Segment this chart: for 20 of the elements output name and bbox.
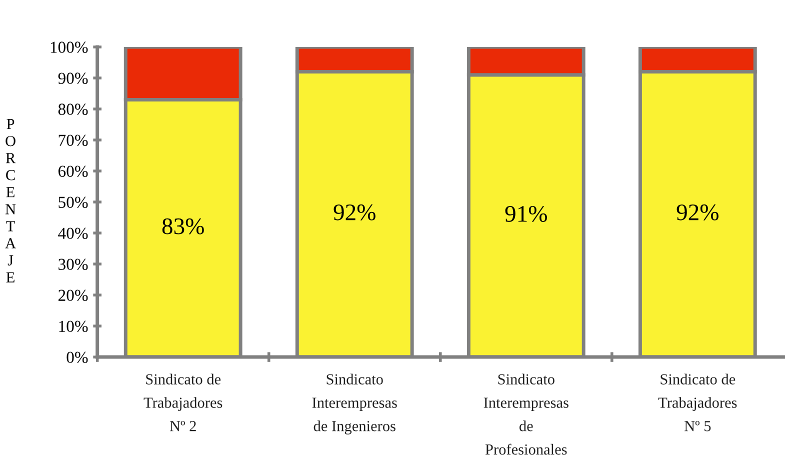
y-tick-label: 0% — [66, 352, 88, 364]
y-tick-label: 40% — [58, 228, 88, 240]
y-tick-label: 50% — [58, 196, 88, 208]
y-tick-label: 70% — [58, 134, 88, 146]
y-tick-label: 80% — [58, 104, 88, 115]
y-tick-label: 90% — [58, 72, 88, 84]
data-label: 92% — [676, 204, 719, 220]
y-tick-label: 30% — [58, 258, 88, 270]
y-tick-label: 10% — [59, 320, 88, 332]
data-label: 91% — [505, 206, 547, 222]
y-tick-label: 60% — [58, 166, 88, 177]
x-tick-label: Sindicato de Trabajadores Nº 5 — [658, 374, 737, 432]
data-label: 92% — [334, 204, 376, 220]
data-label: 83% — [162, 218, 204, 234]
x-tick-label: Sindicato Interempresas de Ingenieros — [312, 374, 397, 434]
y-tick-label: 100% — [50, 42, 88, 53]
x-tick-label: Sindicato de Trabajadores Nº 2 — [144, 374, 222, 432]
y-tick-label: 20% — [58, 290, 88, 302]
x-tick-label: Sindicato Interempresas de Profesionales — [484, 374, 568, 455]
text: PORCENTAJE — [5, 119, 16, 282]
